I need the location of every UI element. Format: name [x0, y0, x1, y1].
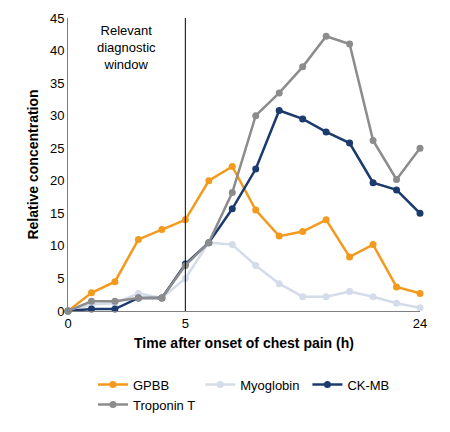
svg-text:25: 25	[50, 141, 64, 156]
svg-text:40: 40	[50, 43, 64, 58]
svg-text:0: 0	[64, 316, 71, 331]
svg-text:35: 35	[50, 76, 64, 91]
svg-text:Relative concentration: Relative concentration	[25, 89, 41, 239]
svg-text:Relevantdiagnosticwindow: Relevantdiagnosticwindow	[97, 23, 156, 72]
svg-text:5: 5	[57, 271, 64, 286]
svg-text:5: 5	[182, 316, 189, 331]
svg-text:20: 20	[50, 173, 64, 188]
svg-text:Myoglobin: Myoglobin	[240, 378, 299, 393]
svg-text:45: 45	[50, 11, 64, 26]
svg-text:GPBB: GPBB	[133, 378, 169, 393]
svg-text:CK-MB: CK-MB	[347, 378, 389, 393]
svg-text:24: 24	[413, 316, 427, 331]
svg-text:Time after onset of chest pain: Time after onset of chest pain (h)	[134, 335, 354, 351]
svg-text:15: 15	[50, 206, 64, 221]
svg-text:0: 0	[57, 304, 64, 319]
svg-text:Troponin T: Troponin T	[133, 398, 195, 413]
svg-text:30: 30	[50, 108, 64, 123]
svg-text:10: 10	[50, 238, 64, 253]
